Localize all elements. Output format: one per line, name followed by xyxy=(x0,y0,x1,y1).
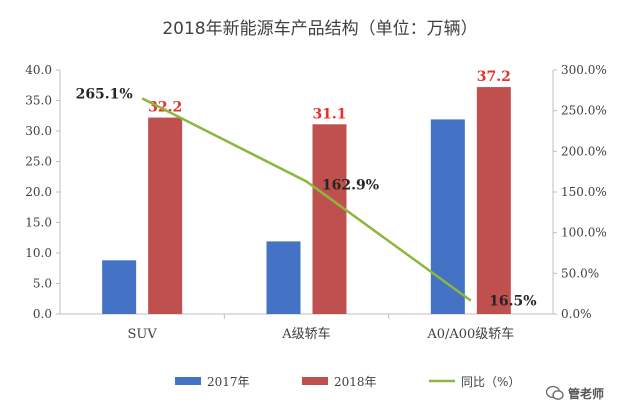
y2-tick-label: 200.0% xyxy=(561,144,607,158)
line-series xyxy=(141,97,472,302)
y-tick-label: 15.0 xyxy=(25,216,52,230)
legend-label: 同比（%） xyxy=(461,375,520,389)
y-tick-label: 30.0 xyxy=(25,124,52,138)
legend-label: 2018年 xyxy=(334,375,377,389)
y2-tick-label: 250.0% xyxy=(561,104,607,118)
y2-tick-label: 100.0% xyxy=(561,226,607,240)
y2-tick-label: 300.0% xyxy=(561,63,607,77)
y-tick-label: 0.0 xyxy=(33,307,52,321)
y-tick-label: 40.0 xyxy=(25,63,52,77)
x-tick-label: A级轿车 xyxy=(281,326,330,342)
legend-swatch xyxy=(175,377,201,385)
bar xyxy=(430,119,465,314)
y2-tick-label: 150.0% xyxy=(561,185,607,199)
bar xyxy=(312,124,347,314)
y-tick-label: 10.0 xyxy=(25,246,52,260)
bar-data-label: 32.2 xyxy=(148,100,182,116)
y-tick-label: 5.0 xyxy=(33,277,52,291)
wechat-icon xyxy=(546,385,564,400)
bar xyxy=(148,117,183,314)
bar xyxy=(102,260,137,314)
y2-tick-label: 50.0% xyxy=(561,266,599,280)
y-tick-label: 20.0 xyxy=(25,185,52,199)
legend-swatch xyxy=(302,377,328,385)
plot-area: 0.0 5.0 10.0 15.0 20.0 25.0 30.0 35.0 40.0 0.0% 50… xyxy=(25,63,606,342)
bar-data-label: 31.1 xyxy=(312,106,346,122)
watermark-text: 管老师 xyxy=(568,386,605,401)
line-data-label: 162.9% xyxy=(322,178,379,194)
legend-label: 2017年 xyxy=(207,375,250,389)
x-tick-label: A0/A00级轿车 xyxy=(426,326,514,342)
line-data-label: 265.1% xyxy=(76,86,133,102)
y-tick-label: 25.0 xyxy=(25,155,52,169)
x-tick-label: SUV xyxy=(128,327,158,342)
bar xyxy=(476,87,511,314)
line-data-label: 16.5% xyxy=(489,294,536,310)
chart-title: 2018年新能源车产品结构（单位：万辆） xyxy=(162,19,477,39)
bar xyxy=(266,241,301,314)
bar-data-label: 37.2 xyxy=(477,69,511,85)
y2-tick-label: 0.0% xyxy=(561,307,592,321)
legend: 2017年 2018年 同比（%） xyxy=(175,375,520,389)
watermark: 管老师 xyxy=(546,382,638,404)
y-tick-label: 35.0 xyxy=(25,94,52,108)
